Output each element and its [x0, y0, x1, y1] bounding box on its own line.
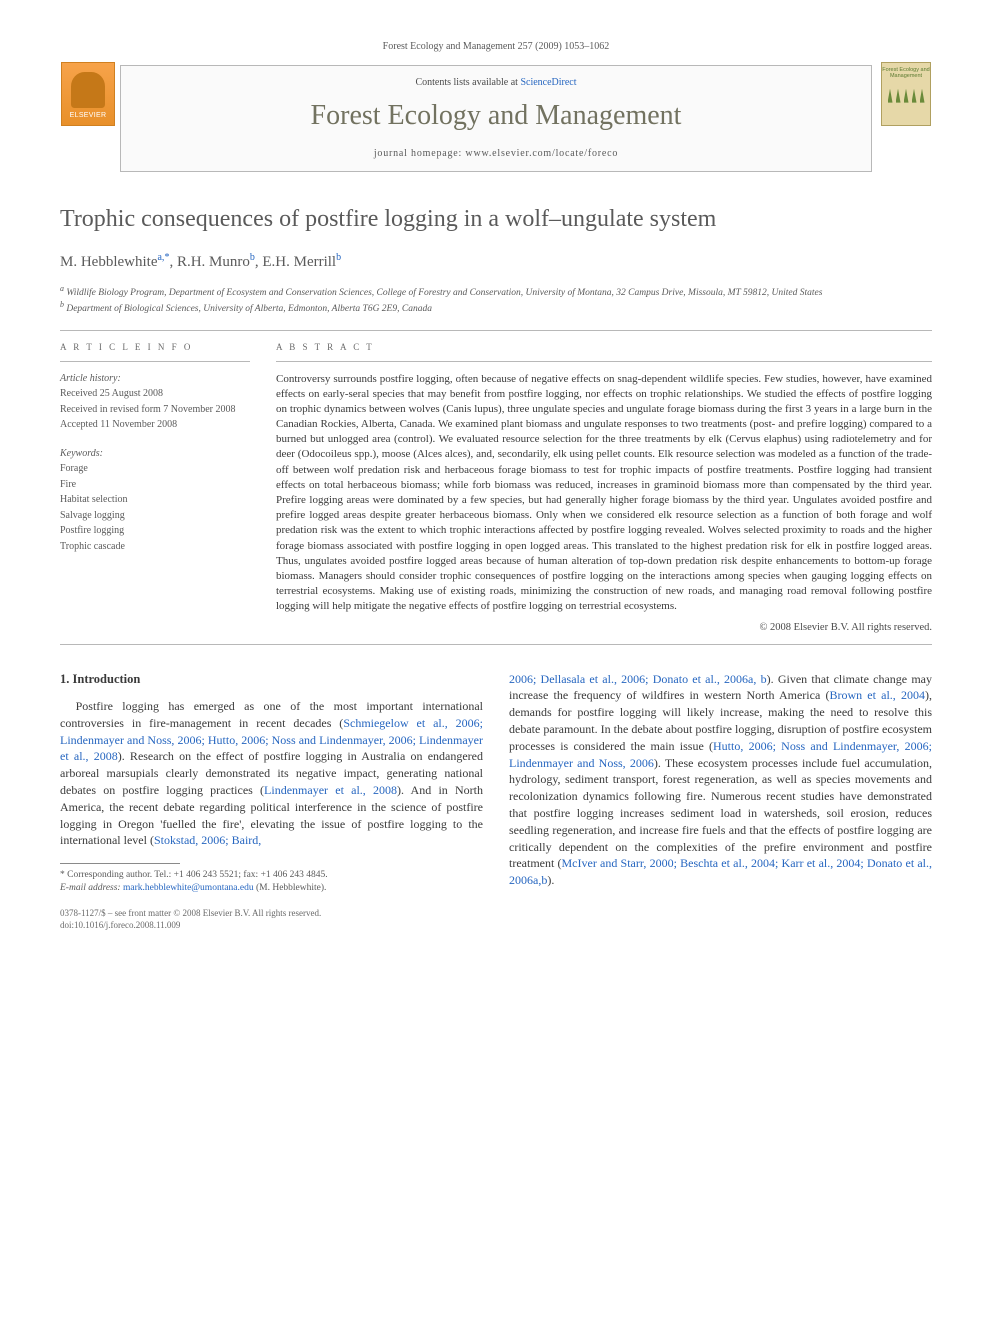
email-link[interactable]: mark.hebblewhite@umontana.edu	[123, 883, 254, 893]
keyword-item: Salvage logging	[60, 509, 250, 524]
citation-link[interactable]: 2006; Dellasala et al., 2006; Donato et …	[509, 672, 767, 686]
cover-title: Forest Ecology and Management	[882, 67, 930, 79]
footnote-email-line: E-mail address: mark.hebblewhite@umontan…	[60, 882, 483, 895]
keyword-item: Forage	[60, 462, 250, 477]
footnote-separator	[60, 863, 180, 864]
affiliations: a Wildlife Biology Program, Department o…	[60, 284, 932, 316]
article-info-sidebar: A R T I C L E I N F O Article history: R…	[60, 341, 250, 636]
corresponding-author-footnote: * Corresponding author. Tel.: +1 406 243…	[60, 869, 483, 895]
affiliation-a: a Wildlife Biology Program, Department o…	[60, 284, 932, 300]
journal-title: Forest Ecology and Management	[135, 96, 857, 137]
bottom-meta: 0378-1127/$ – see front matter © 2008 El…	[60, 907, 483, 931]
abstract-copyright: © 2008 Elsevier B.V. All rights reserved…	[276, 620, 932, 635]
keyword-item: Trophic cascade	[60, 540, 250, 555]
footnote-corr: * Corresponding author. Tel.: +1 406 243…	[60, 869, 483, 882]
contents-available-line: Contents lists available at ScienceDirec…	[135, 76, 857, 91]
citation-link[interactable]: Lindenmayer et al., 2008	[264, 783, 397, 797]
abstract-text: Controversy surrounds postfire logging, …	[276, 372, 932, 615]
homepage-prefix: journal homepage:	[374, 148, 466, 159]
sciencedirect-link[interactable]: ScienceDirect	[520, 77, 576, 88]
section-heading: 1. Introduction	[60, 671, 483, 689]
email-suffix: (M. Hebblewhite).	[254, 883, 327, 893]
article-info-label: A R T I C L E I N F O	[60, 341, 250, 354]
keyword-item: Fire	[60, 478, 250, 493]
cover-trees-icon	[886, 85, 926, 103]
journal-citation: Forest Ecology and Management 257 (2009)…	[60, 40, 932, 55]
history-received: Received 25 August 2008	[60, 387, 250, 402]
keywords-label: Keywords:	[60, 447, 250, 462]
divider-abstract	[276, 361, 932, 362]
elsevier-tree-icon	[71, 72, 105, 108]
keyword-item: Habitat selection	[60, 493, 250, 508]
divider-top	[60, 330, 932, 331]
keywords-block: Keywords: Forage Fire Habitat selection …	[60, 447, 250, 555]
citation-link[interactable]: Stokstad, 2006; Baird,	[154, 833, 261, 847]
authors-line: M. Hebblewhitea,*, R.H. Munrob, E.H. Mer…	[60, 251, 932, 274]
homepage-line: journal homepage: www.elsevier.com/locat…	[135, 147, 857, 162]
contents-box: ELSEVIER Forest Ecology and Management C…	[120, 65, 872, 173]
article-history-block: Article history: Received 25 August 2008…	[60, 372, 250, 433]
divider-bottom	[60, 644, 932, 645]
body-column-left: 1. Introduction Postfire logging has eme…	[60, 671, 483, 932]
email-label: E-mail address:	[60, 883, 123, 893]
homepage-url[interactable]: www.elsevier.com/locate/foreco	[465, 148, 618, 159]
elsevier-logo: ELSEVIER	[61, 62, 115, 126]
author-2: , R.H. Munro	[169, 254, 249, 270]
abstract-label: A B S T R A C T	[276, 341, 932, 354]
author-1: M. Hebblewhite	[60, 254, 157, 270]
citation-link[interactable]: Brown et al., 2004	[829, 688, 925, 702]
history-revised: Received in revised form 7 November 2008	[60, 403, 250, 418]
author-3: , E.H. Merrill	[255, 254, 336, 270]
citation-link[interactable]: McIver and Starr, 2000; Beschta et al., …	[509, 856, 932, 887]
body-paragraph: 2006; Dellasala et al., 2006; Donato et …	[509, 671, 932, 889]
keyword-item: Postfire logging	[60, 524, 250, 539]
body-columns: 1. Introduction Postfire logging has eme…	[60, 671, 932, 932]
history-accepted: Accepted 11 November 2008	[60, 418, 250, 433]
history-label: Article history:	[60, 372, 250, 387]
author-3-affil: b	[336, 252, 341, 263]
issn-line: 0378-1127/$ – see front matter © 2008 El…	[60, 907, 483, 919]
affiliation-b: b Department of Biological Sciences, Uni…	[60, 300, 932, 316]
abstract-column: A B S T R A C T Controversy surrounds po…	[276, 341, 932, 636]
doi-line: doi:10.1016/j.foreco.2008.11.009	[60, 919, 483, 931]
body-paragraph: Postfire logging has emerged as one of t…	[60, 698, 483, 849]
divider-info-1	[60, 361, 250, 362]
contents-prefix: Contents lists available at	[415, 77, 520, 88]
journal-cover-thumb: Forest Ecology and Management	[881, 62, 931, 126]
body-column-right: 2006; Dellasala et al., 2006; Donato et …	[509, 671, 932, 932]
article-title: Trophic consequences of postfire logging…	[60, 202, 932, 237]
elsevier-label: ELSEVIER	[70, 111, 107, 121]
